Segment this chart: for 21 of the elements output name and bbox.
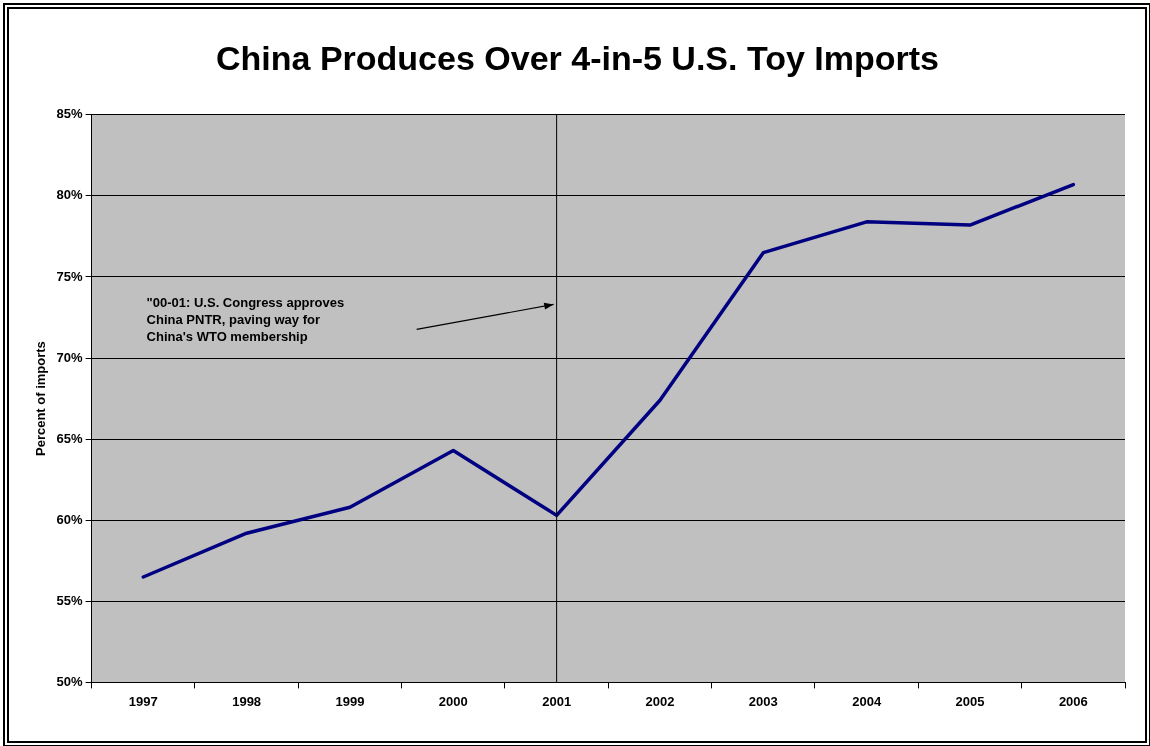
y-tick-label: 80% <box>56 187 84 203</box>
y-axis-title: Percent of imports <box>33 341 49 457</box>
y-tick-label: 75% <box>56 268 84 284</box>
x-tick-label: 2005 <box>955 693 985 709</box>
y-tick-label: 55% <box>56 592 84 608</box>
y-tick-label: 85% <box>56 106 84 122</box>
x-tick-label: 2000 <box>438 693 468 709</box>
y-tick-label: 50% <box>56 673 84 689</box>
x-tick-label: 2006 <box>1058 693 1088 709</box>
x-tick-label: 2001 <box>542 693 572 709</box>
x-tick-label: 2004 <box>852 693 882 709</box>
y-tick-label: 60% <box>56 511 84 527</box>
x-tick-label: 1998 <box>232 693 262 709</box>
x-tick-label: 1999 <box>335 693 365 709</box>
chart-title: China Produces Over 4-in-5 U.S. Toy Imports <box>216 38 939 77</box>
annotation: "00-01: U.S. Congress approves China PNTR, paving way for China's WTO membership <box>146 294 345 344</box>
x-tick-label: 2003 <box>748 693 778 709</box>
y-tick-label: 70% <box>56 349 84 365</box>
y-tick-label: 65% <box>56 430 84 446</box>
x-tick-label: 2002 <box>645 693 675 709</box>
x-tick-label: 1997 <box>128 693 158 709</box>
